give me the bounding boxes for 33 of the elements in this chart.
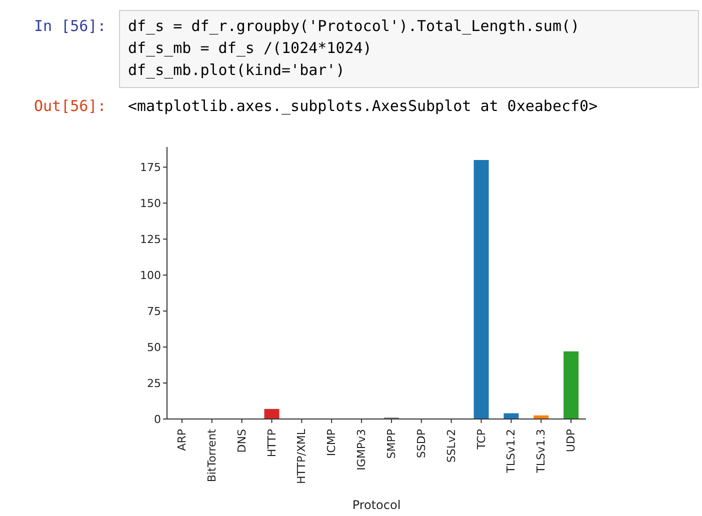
text: df_s_mb = df_s /(1024*1024)	[128, 39, 372, 57]
bar	[504, 413, 519, 419]
x-tick-label: TCP	[474, 428, 488, 450]
text: <matplotlib.axes._subplots.AxesSubplot at 0xeabecf0>	[128, 97, 598, 115]
y-tick-label: 150	[140, 197, 161, 210]
x-tick-label: BitTorrent	[205, 428, 218, 482]
text: df_s = df_r.groupby('Protocol').Total_Length.sum()	[128, 17, 580, 35]
y-tick-label: 75	[147, 304, 161, 318]
y-tick-label: 50	[147, 340, 161, 354]
text: Out[56]:	[34, 97, 106, 115]
bar	[564, 351, 579, 419]
x-tick-label: UDP	[564, 428, 578, 452]
x-tick-label: TLSv1.2	[504, 429, 518, 474]
bar	[264, 408, 280, 419]
x-tick-label: IGMPv3	[355, 429, 368, 470]
y-tick-label: 175	[140, 161, 161, 174]
x-tick-label: ICMP	[325, 428, 338, 456]
text: df_s_mb.plot(kind='bar')	[128, 61, 345, 79]
bar	[474, 160, 489, 419]
x-tick-label: HTTP/XML	[295, 428, 308, 484]
x-tick-label: ARP	[175, 428, 188, 451]
y-tick-label: 0	[154, 412, 161, 426]
y-tick-label: 25	[147, 376, 161, 390]
x-tick-label: SSDP	[414, 428, 428, 458]
y-tick-label: 125	[140, 233, 161, 246]
x-axis-title: Protocol	[352, 498, 401, 512]
x-tick-label: DNS	[235, 428, 248, 453]
y-tick-label: 100	[140, 268, 161, 282]
text: In [56]:	[34, 17, 106, 35]
x-tick-label: SMPP	[384, 428, 398, 459]
x-tick-label: SSLv2	[444, 429, 458, 463]
x-tick-label: TLSv1.3	[534, 429, 548, 474]
x-tick-label: HTTP	[265, 428, 278, 458]
